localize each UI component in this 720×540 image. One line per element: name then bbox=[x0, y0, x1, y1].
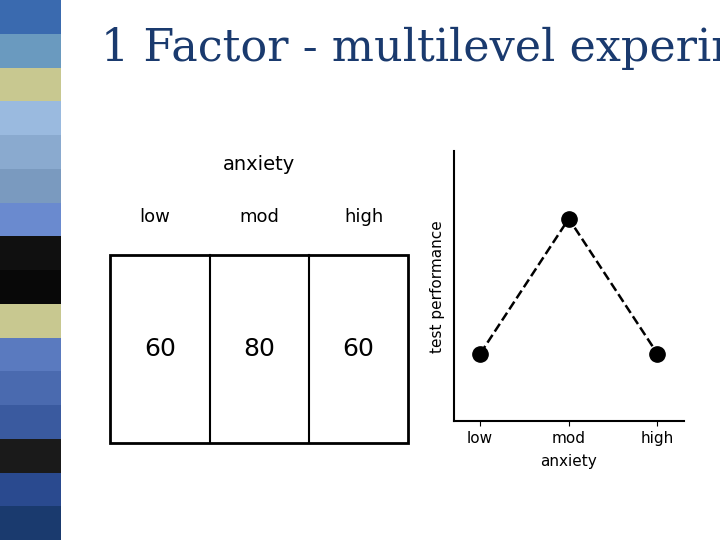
X-axis label: anxiety: anxiety bbox=[541, 454, 597, 469]
Bar bbox=[0, 372, 61, 405]
Text: 60: 60 bbox=[343, 338, 374, 361]
Text: 60: 60 bbox=[144, 338, 176, 361]
Text: mod: mod bbox=[239, 208, 279, 226]
Bar bbox=[0, 303, 61, 338]
Bar bbox=[0, 237, 61, 270]
Bar bbox=[0, 472, 61, 507]
Text: 80: 80 bbox=[243, 338, 275, 361]
Bar bbox=[0, 507, 61, 540]
Bar bbox=[0, 33, 61, 68]
Bar bbox=[0, 102, 61, 135]
Text: high: high bbox=[344, 208, 383, 226]
Bar bbox=[0, 68, 61, 102]
Y-axis label: test performance: test performance bbox=[431, 220, 445, 353]
Bar bbox=[0, 338, 61, 372]
Bar bbox=[0, 405, 61, 438]
Text: 1 Factor - multilevel experiments: 1 Factor - multilevel experiments bbox=[101, 27, 720, 70]
Bar bbox=[0, 0, 61, 33]
Bar bbox=[0, 168, 61, 202]
Bar bbox=[0, 202, 61, 237]
Bar bbox=[0, 135, 61, 168]
Bar bbox=[0, 438, 61, 472]
Text: low: low bbox=[139, 208, 170, 226]
Bar bbox=[110, 255, 408, 443]
Text: anxiety: anxiety bbox=[223, 155, 295, 174]
Bar bbox=[0, 270, 61, 303]
